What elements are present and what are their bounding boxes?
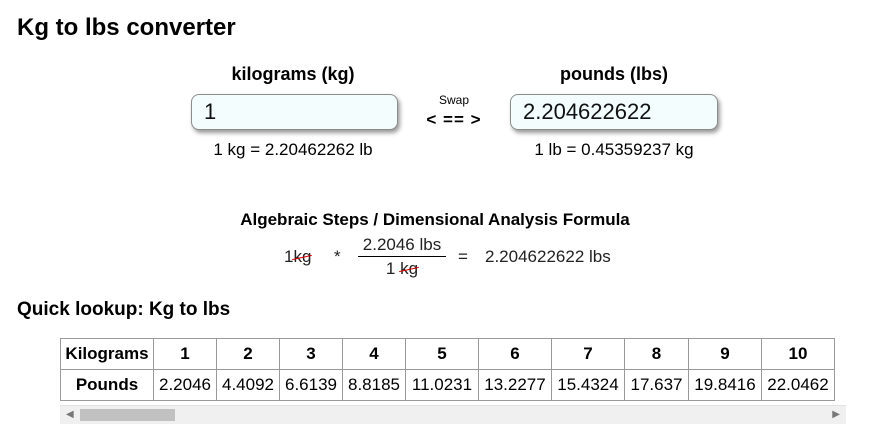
kilograms-cell: 8 (624, 338, 689, 370)
lookup-table: Kilograms 1 2 3 4 5 6 7 8 9 10 Pounds 2.… (60, 338, 835, 401)
algebra-multiply: * (334, 247, 341, 266)
pounds-cell: 15.4324 (551, 369, 625, 401)
pounds-row-header: Pounds (60, 369, 154, 401)
fraction-bar (358, 256, 446, 257)
pounds-cell: 19.8416 (688, 369, 762, 401)
pounds-row: Pounds 2.2046 4.4092 6.6139 8.8185 11.02… (60, 369, 835, 401)
triangle-left-icon[interactable]: ◀ (66, 409, 74, 420)
kilograms-input[interactable]: 1 (191, 94, 398, 130)
pounds-cell: 4.4092 (216, 369, 280, 401)
algebra-title: Algebraic Steps / Dimensional Analysis F… (240, 210, 630, 229)
swap-arrow-icon: < == > (426, 110, 482, 129)
algebra-result: 2.204622622 lbs (485, 247, 611, 266)
pounds-cell: 13.2277 (478, 369, 552, 401)
lookup-title: Quick lookup: Kg to lbs (17, 299, 231, 320)
kilograms-label: kilograms (kg) (231, 64, 355, 84)
pounds-cell: 2.2046 (153, 369, 217, 401)
kilograms-cell: 1 (153, 338, 217, 370)
pounds-cell: 17.637 (624, 369, 689, 401)
pounds-label: pounds (lbs) (560, 64, 668, 84)
algebra-equals: = (458, 247, 468, 266)
swap-button[interactable]: Swap < == > (420, 93, 488, 130)
lb-to-kg-note: 1 lb = 0.45359237 kg (534, 140, 694, 159)
kilograms-cell: 10 (761, 338, 835, 370)
page-title: Kg to lbs converter (17, 14, 236, 41)
kg-to-lb-note: 1 kg = 2.20462262 lb (213, 140, 373, 159)
algebra-lhs-unit: kg (293, 247, 312, 266)
kilograms-cell: 2 (216, 338, 280, 370)
kilograms-cell: 4 (342, 338, 406, 370)
pounds-cell: 8.8185 (342, 369, 406, 401)
pounds-cell: 11.0231 (405, 369, 479, 401)
pounds-cell: 22.0462 (761, 369, 835, 401)
algebra-denominator-number: 1 (385, 259, 396, 278)
triangle-right-icon[interactable]: ▶ (832, 409, 840, 420)
kilograms-row: Kilograms 1 2 3 4 5 6 7 8 9 10 (60, 338, 835, 370)
kilograms-cell: 6 (478, 338, 552, 370)
algebra-lhs: 1kg (284, 247, 311, 267)
pounds-input[interactable]: 2.204622622 (510, 94, 718, 130)
pounds-cell: 6.6139 (279, 369, 343, 401)
scrollbar-thumb[interactable] (80, 409, 175, 421)
kilograms-cell: 9 (688, 338, 762, 370)
kilograms-cell: 5 (405, 338, 479, 370)
algebra-lhs-number: 1 (284, 247, 294, 266)
kilograms-cell: 7 (551, 338, 625, 370)
table-horizontal-scrollbar[interactable]: ◀ ▶ (60, 405, 846, 424)
kilograms-row-header: Kilograms (60, 338, 154, 370)
swap-label: Swap (438, 93, 470, 107)
algebra-numerator: 2.2046 lbs (362, 235, 442, 254)
lookup-table-container: Kilograms 1 2 3 4 5 6 7 8 9 10 Pounds 2.… (60, 338, 850, 427)
algebra-denominator: 1 kg (358, 259, 446, 279)
kilograms-cell: 3 (279, 338, 343, 370)
algebra-denominator-unit: kg (400, 259, 419, 278)
